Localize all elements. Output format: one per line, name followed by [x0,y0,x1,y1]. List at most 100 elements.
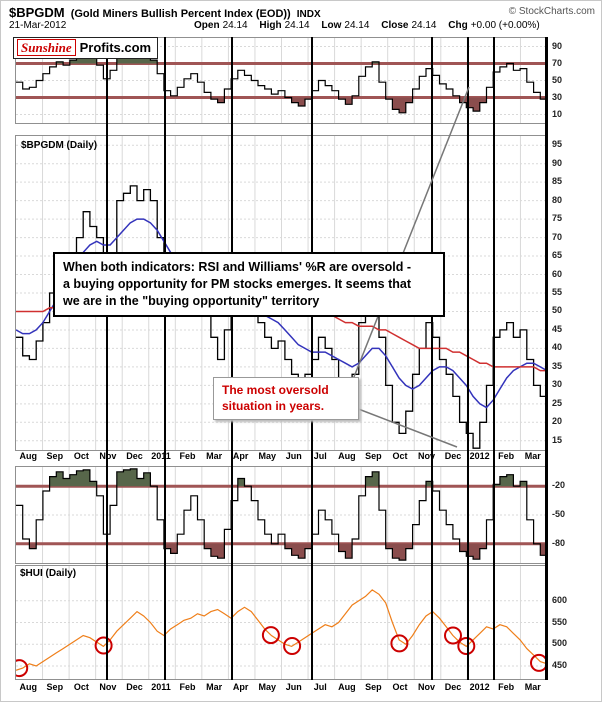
exchange-label: INDX [296,9,321,20]
y-axis-tick-label: 25 [552,397,563,408]
logo-profits-text: Profits.com [79,40,152,55]
y-axis-tick-label: 15 [552,434,563,445]
y-axis-tick-label: 70 [552,57,563,68]
y-axis-tick-label: 30 [552,379,563,390]
oversold-circle-marker [390,634,409,653]
copyright: © StockCharts.com [508,6,595,17]
oversold-circle-marker [444,626,462,645]
y-axis-tick-label: -80 [552,537,566,548]
chart-date: 21-Mar-2012 [9,20,67,31]
y-axis-tick-label: 30 [552,91,563,102]
symbol: $BPGDM [9,5,65,20]
y-axis-tick-label: 40 [552,342,563,353]
quote-high: High 24.14 [259,20,310,31]
williams-r-plot [16,467,547,563]
oversold-circle-marker [530,653,547,672]
y-axis-tick-label: 90 [552,40,563,51]
quote-close: Close 24.14 [381,20,437,31]
x-axis-month-label: Jul [313,451,327,461]
x-axis-month-label: Mar [524,682,541,692]
x-axis-month-label: Apr [232,451,249,461]
symbol-description: (Gold Miners Bullish Percent Index (EOD)… [70,8,291,20]
x-axis-month-label: 2011 [151,682,171,692]
y-axis-tick-label: 50 [552,305,563,316]
bpgdm-panel-label: $BPGDM (Daily) [21,140,98,151]
quote-open: Open 24.14 [194,20,248,31]
x-axis-month-label: Oct [73,451,89,461]
hui-price-panel [15,565,548,680]
x-axis-month-label: Nov [99,682,117,692]
y-axis-tick-label: 10 [552,108,563,119]
x-axis-month-label: Apr [232,682,249,692]
oversold-circle-marker [457,637,476,655]
y-axis-tick-label: 550 [552,616,568,627]
x-axis-month-label: Aug [19,682,38,692]
y-axis-tick-label: 95 [552,139,563,150]
x-axis-month-label: Oct [73,682,89,692]
y-axis-tick-label: 90 [552,157,563,168]
x-axis-month-label: Jun [285,682,302,692]
y-axis-tick-label: 55 [552,287,563,297]
rsi-indicator-plot [16,38,547,123]
x-axis-month-label: Sep [46,682,64,692]
x-axis-month-label: Dec [444,682,462,692]
x-axis-month-label: Mar [206,451,223,461]
rsi-indicator-panel [15,37,548,124]
logo-sunshine-text: Sunshine [17,39,76,56]
y-axis-tick-label: 600 [552,594,568,605]
x-axis-month-label: Feb [179,451,196,461]
y-axis-tick-label: 65 [552,250,563,261]
x-axis-months-bottom: Aug Sep Oct Nov Dec 2011 Feb Mar Apr May Jun Jul Aug… [1,682,601,695]
quote-strip: Open 24.14 High 24.14 Low 24.14 Close 24.14 … [194,20,549,31]
y-axis-tick-label: 80 [552,194,563,205]
x-axis-month-label: Sep [46,451,64,461]
x-axis-month-label: Sep [365,682,382,692]
hui-panel-label: $HUI (Daily) [20,568,77,579]
x-axis-month-label: 2011 [151,451,171,461]
x-axis-month-label: Aug [338,682,356,692]
x-axis-month-label: Feb [498,682,515,692]
y-axis-tick-label: 70 [552,231,563,242]
quote-low: Low 24.14 [321,20,370,31]
sunshine-profits-logo: Sunshine Profits.com [13,37,159,59]
x-axis-month-label: Dec [126,682,143,692]
oversold-circle-marker [94,636,113,655]
y-axis-tick-label: -50 [552,509,566,519]
x-axis-month-label: Mar [524,451,541,461]
y-axis-tick-label: 50 [552,74,563,85]
rsi-y-axis: 90 70 50 30 10 [550,37,596,122]
x-axis-month-label: Jun [285,451,302,461]
quote-change: Chg +0.00 (+0.00%) [448,20,540,31]
header-quote-row: 21-Mar-2012 Open 24.14 High 24.14 Low 24.14… [9,20,595,31]
x-axis-month-label: Nov [418,451,436,461]
x-axis-month-label: Oct [392,451,408,461]
header-title-row: $BPGDM (Gold Miners Bullish Percent Inde… [9,5,595,20]
hui-y-axis: 600 550 500 450 [550,565,596,678]
oversold-circle-marker [261,626,280,645]
x-axis-month-label: Nov [99,451,117,461]
y-axis-tick-label: 20 [552,416,563,427]
y-axis-tick-label: 85 [552,176,563,187]
annotation-buying-opportunity: When both indicators: RSI and Williams' … [53,252,445,317]
x-axis-month-label: May [258,682,276,692]
williams-r-y-axis: -20 -50 -80 [550,466,596,562]
y-axis-tick-label: 500 [552,638,568,649]
x-axis-month-label: Feb [498,451,515,461]
x-axis-month-label: May [258,451,276,461]
y-axis-tick-label: 60 [552,268,563,279]
annotation-most-oversold: The most oversold situation in years. [213,377,359,421]
bpgdm-y-axis: 95 90 85 80 75 70 65 60 55 50 45 40 35 30 25 20 15 [550,135,596,449]
x-axis-month-label: 2012 [469,682,490,692]
hui-price-plot [16,566,547,679]
williams-r-panel [15,466,548,564]
oversold-circle-marker [16,659,29,678]
x-axis-month-label: Jul [313,682,327,692]
x-axis-months-middle: Aug Sep Oct Nov Dec 2011 Feb Mar Apr May Jun Jul Aug… [1,451,601,464]
y-axis-tick-label: -20 [552,480,566,491]
x-axis-month-label: Feb [179,682,196,692]
x-axis-month-label: Aug [338,451,356,461]
x-axis-month-label: Sep [365,451,382,461]
x-axis-month-label: Aug [19,451,38,461]
x-axis-month-label: Mar [206,682,223,692]
